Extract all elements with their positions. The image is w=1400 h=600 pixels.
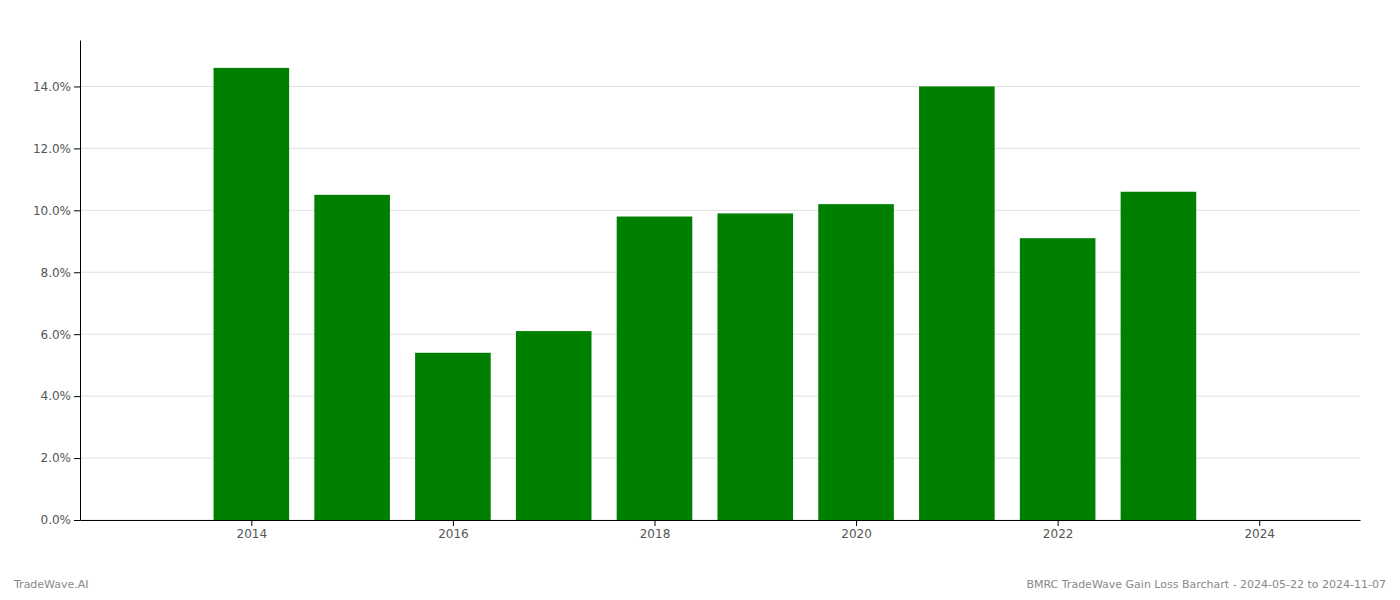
y-tick-mark [74, 458, 80, 459]
plot-area: 2014 2016 2018 2020 2022 2024 0.0% 2.0% 4.0% 6.0%… [33, 41, 1361, 541]
x-axis-line [81, 520, 1361, 521]
y-tick-mark [74, 334, 80, 335]
x-tick: 2024 [1244, 520, 1275, 541]
bar [717, 213, 793, 520]
x-tick: 2016 [438, 520, 469, 541]
x-tick: 2020 [841, 520, 872, 541]
x-tick: 2018 [640, 520, 671, 541]
x-tick-mark [654, 520, 655, 526]
bar [617, 217, 693, 520]
bar [516, 331, 592, 520]
bar [314, 195, 390, 520]
x-tick-mark [1259, 520, 1260, 526]
y-axis: 0.0% 2.0% 4.0% 6.0% 8.0% 10.0% 12.0% 14.0% [33, 41, 81, 528]
x-tick-mark [453, 520, 454, 526]
y-tick: 10.0% [33, 204, 80, 218]
bars [214, 68, 1197, 520]
bar [1121, 192, 1197, 520]
chart-container: 2014 2016 2018 2020 2022 2024 0.0% 2.0% 4.0% 6.0%… [0, 0, 1400, 600]
y-tick-mark [74, 520, 80, 521]
chart-svg: 2014 2016 2018 2020 2022 2024 0.0% 2.0% 4.0% 6.0%… [0, 0, 1400, 600]
bar [214, 68, 290, 520]
y-tick-mark [74, 148, 80, 149]
y-tick: 8.0% [41, 266, 81, 280]
y-tick-label: 14.0% [33, 80, 71, 94]
bar [919, 86, 995, 520]
bar [415, 353, 491, 520]
y-tick-mark [74, 396, 80, 397]
y-tick: 12.0% [33, 142, 80, 156]
x-tick-mark [1058, 520, 1059, 526]
y-tick-mark [74, 86, 80, 87]
x-tick-label: 2018 [640, 527, 671, 541]
x-tick-mark [251, 520, 252, 526]
y-axis-line [80, 41, 81, 521]
x-tick-label: 2014 [237, 527, 268, 541]
x-tick-label: 2016 [438, 527, 469, 541]
x-tick: 2014 [237, 520, 268, 541]
y-tick: 4.0% [41, 389, 81, 403]
y-tick: 14.0% [33, 80, 80, 94]
y-tick: 0.0% [41, 513, 81, 527]
y-tick-label: 12.0% [33, 142, 71, 156]
x-tick-mark [856, 520, 857, 526]
x-axis: 2014 2016 2018 2020 2022 2024 [81, 520, 1361, 541]
y-tick-label: 0.0% [41, 513, 72, 527]
y-tick-mark [74, 210, 80, 211]
bar [818, 204, 894, 520]
y-tick: 6.0% [41, 328, 81, 342]
y-tick-mark [74, 272, 80, 273]
x-tick-label: 2022 [1043, 527, 1074, 541]
bar [1020, 238, 1096, 520]
footer-right: BMRC TradeWave Gain Loss Barchart - 2024… [1026, 578, 1386, 591]
y-tick: 2.0% [41, 451, 81, 465]
y-tick-label: 10.0% [33, 204, 71, 218]
y-tick-label: 6.0% [41, 328, 72, 342]
footer: TradeWave.AI BMRC TradeWave Gain Loss Bar… [13, 578, 1386, 591]
footer-left: TradeWave.AI [13, 578, 89, 591]
x-tick-label: 2020 [841, 527, 872, 541]
x-tick: 2022 [1043, 520, 1074, 541]
y-tick-label: 2.0% [41, 451, 72, 465]
y-tick-label: 8.0% [41, 266, 72, 280]
x-tick-label: 2024 [1244, 527, 1275, 541]
y-tick-label: 4.0% [41, 389, 72, 403]
